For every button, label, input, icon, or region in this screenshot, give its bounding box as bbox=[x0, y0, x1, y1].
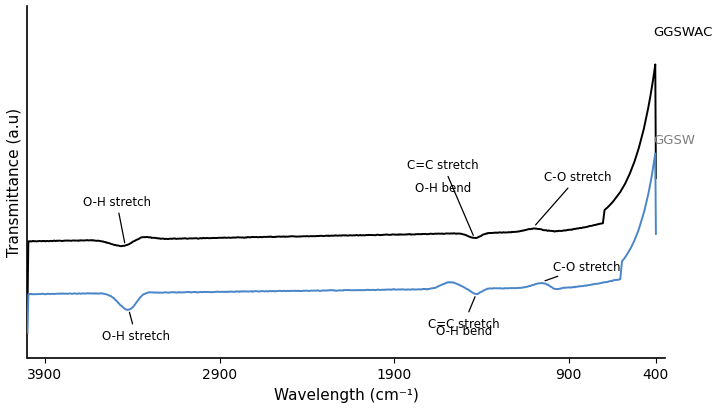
Text: O-H bend: O-H bend bbox=[435, 325, 492, 338]
Text: O-H bend: O-H bend bbox=[415, 181, 471, 194]
Text: C=C stretch: C=C stretch bbox=[428, 297, 500, 330]
Text: GGSWAC: GGSWAC bbox=[653, 26, 712, 39]
Text: O-H stretch: O-H stretch bbox=[102, 312, 169, 342]
Text: GGSW: GGSW bbox=[653, 134, 695, 147]
Text: C-O stretch: C-O stretch bbox=[545, 260, 620, 281]
X-axis label: Wavelength (cm⁻¹): Wavelength (cm⁻¹) bbox=[274, 387, 418, 402]
Y-axis label: Transmittance (a.u): Transmittance (a.u) bbox=[7, 108, 22, 257]
Text: O-H stretch: O-H stretch bbox=[82, 195, 151, 243]
Text: C=C stretch: C=C stretch bbox=[407, 159, 479, 236]
Text: C-O stretch: C-O stretch bbox=[536, 171, 611, 225]
